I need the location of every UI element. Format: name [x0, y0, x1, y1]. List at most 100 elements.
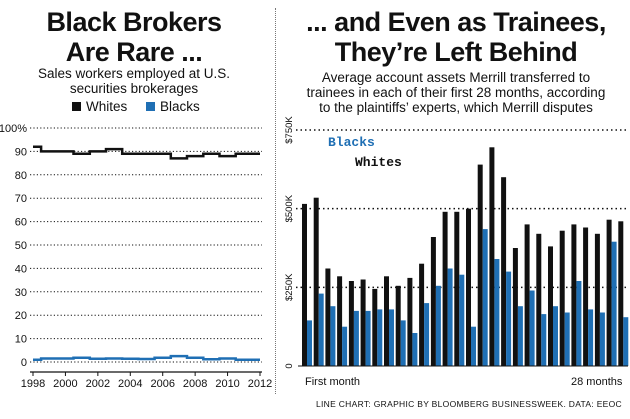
bar-whites: [524, 224, 530, 366]
left-title-line-2: Are Rare ...: [65, 37, 203, 67]
bar-whites: [302, 203, 307, 366]
bar-whites: [419, 263, 425, 366]
left-y-tick-label: 0: [21, 357, 27, 369]
bar-whites: [395, 285, 401, 366]
left-y-tick-label: 60: [15, 217, 27, 229]
right-title-line-1: ... and Even as Trainees,: [306, 7, 606, 37]
bar-blacks: [400, 320, 406, 366]
left-chart-title: Black Brokers Are Rare ...: [0, 7, 268, 67]
left-y-tick-label: 90: [15, 146, 27, 158]
bar-blacks: [318, 293, 324, 366]
bar-whites: [489, 147, 495, 366]
bar-blacks: [517, 306, 523, 366]
panel-divider: [275, 8, 276, 394]
bar-whites: [454, 211, 460, 366]
bar-whites: [348, 281, 354, 366]
bar-whites: [618, 221, 624, 366]
bar-blacks: [529, 290, 535, 366]
bar-blacks: [342, 326, 348, 366]
bar-whites: [407, 277, 413, 366]
right-legend-whites: Whites: [355, 155, 402, 170]
left-y-tick-label: 20: [15, 310, 27, 322]
bar-whites: [571, 224, 577, 366]
bar-blacks: [424, 303, 430, 366]
bar-whites: [594, 233, 600, 366]
bar-whites: [325, 268, 331, 366]
left-y-tick-label: 100%: [0, 123, 27, 135]
bar-whites: [536, 233, 542, 366]
bar-blacks: [482, 229, 488, 366]
bar-blacks: [435, 285, 441, 366]
left-legend-blacks-label: Blacks: [160, 99, 200, 114]
left-y-tick-label: 30: [15, 287, 27, 299]
right-y-tick-label: $250K: [284, 273, 295, 301]
bar-whites: [466, 208, 471, 366]
left-x-tick-label: 2010: [215, 378, 239, 390]
bar-whites: [583, 227, 589, 366]
bar-whites: [313, 197, 319, 366]
left-x-tick-label: 2006: [150, 378, 174, 390]
legend-swatch-blacks: [146, 102, 155, 111]
bar-blacks: [611, 241, 617, 366]
bar-whites: [559, 230, 565, 366]
left-x-tick-label: 2008: [183, 378, 207, 390]
right-bar-chart: 0 $250K $500K $750K: [284, 116, 629, 369]
bar-blacks: [307, 320, 312, 366]
bar-blacks: [353, 310, 359, 366]
left-y-tick-label: 80: [15, 170, 27, 182]
bar-whites: [430, 237, 436, 366]
right-x-label-last: 28 months: [571, 376, 623, 388]
left-x-tick-label: 2002: [86, 378, 110, 390]
left-x-tick-label: 1998: [21, 378, 45, 390]
bar-blacks: [564, 312, 570, 366]
bar-blacks: [365, 310, 371, 366]
bar-whites: [442, 211, 448, 366]
bar-blacks: [377, 309, 383, 366]
bar-blacks: [494, 259, 500, 366]
bar-blacks: [506, 271, 512, 366]
bar-blacks: [389, 309, 394, 366]
source-credit: LINE CHART: GRAPHIC BY BLOOMBERG BUSINES…: [315, 399, 622, 409]
right-subtitle-line-2: trainees in each of their first 28 month…: [306, 85, 606, 100]
left-legend-whites: Whites: [72, 99, 127, 114]
bar-blacks: [576, 281, 582, 366]
right-title-line-2: They’re Left Behind: [334, 37, 578, 67]
bar-blacks: [459, 274, 465, 366]
bar-blacks: [447, 268, 453, 366]
left-y-tick-label: 40: [15, 263, 27, 275]
left-chart-subtitle: Sales workers employed at U.S. securitie…: [0, 66, 268, 96]
left-y-tick-label: 50: [15, 240, 27, 252]
bar-whites: [548, 246, 553, 366]
bar-whites: [477, 164, 483, 366]
bar-blacks: [599, 312, 605, 366]
bar-whites: [501, 177, 507, 366]
right-y-tick-label: $750K: [284, 116, 295, 144]
right-y-tick-label: $500K: [284, 194, 295, 222]
bar-whites: [372, 288, 378, 366]
left-x-tick-label: 2012: [248, 378, 272, 390]
left-subtitle-line-1: Sales workers employed at U.S.: [37, 66, 231, 81]
right-chart-title: ... and Even as Trainees, They’re Left B…: [282, 7, 630, 67]
left-series-line-whites: [33, 145, 260, 160]
bar-blacks: [623, 317, 629, 366]
left-series-line-blacks: [33, 354, 260, 361]
bar-blacks: [588, 309, 594, 366]
bar-whites: [512, 248, 518, 366]
legend-swatch-whites: [72, 102, 81, 111]
bar-whites: [384, 276, 389, 366]
right-legend-blacks: Blacks: [328, 135, 375, 150]
right-x-label-first: First month: [305, 376, 360, 388]
right-subtitle-line-3: to the plaintiffs’ experts, which Merril…: [319, 100, 593, 115]
left-legend-blacks: Blacks: [146, 99, 200, 114]
bar-blacks: [412, 333, 418, 366]
left-y-tick-label: 70: [15, 193, 27, 205]
left-x-tick-label: 2004: [118, 378, 142, 390]
left-legend-whites-label: Whites: [86, 99, 128, 114]
bar-blacks: [553, 306, 558, 366]
left-subtitle-line-2: securities brokerages: [69, 81, 199, 96]
bar-whites: [337, 276, 343, 366]
bar-whites: [360, 279, 366, 366]
left-line-chart: 0 10 20 30 40 50 60 70 80 90 100% 1998 2000 2002 2004 2…: [0, 123, 272, 390]
right-chart-subtitle: Average account assets Merrill transferr…: [282, 70, 630, 115]
